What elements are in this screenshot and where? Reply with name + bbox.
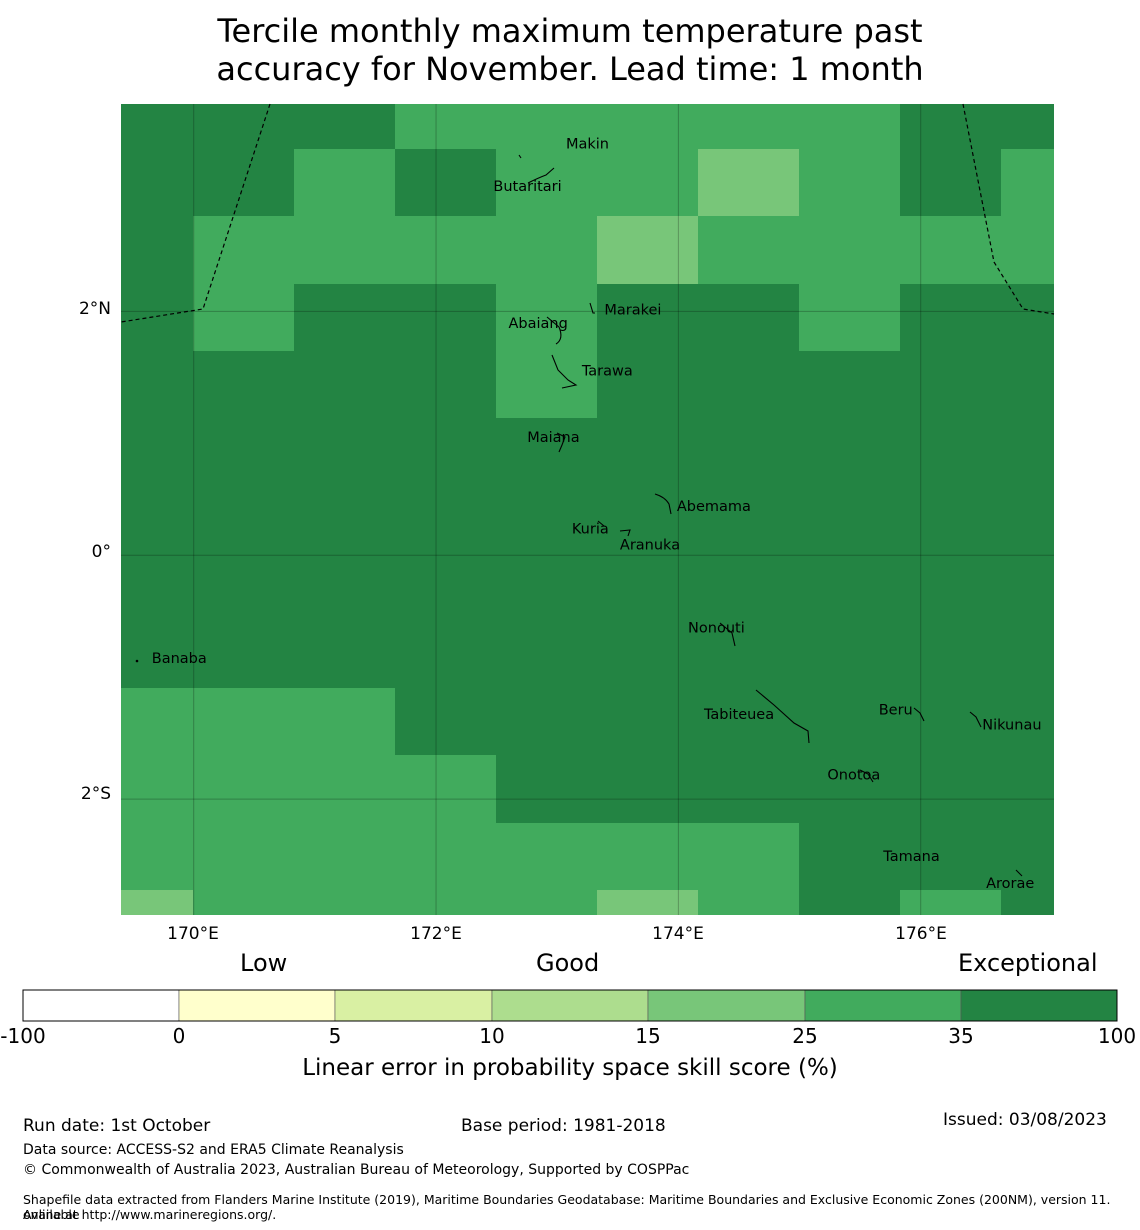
title-line-2: accuracy for November. Lead time: 1 mont… (216, 50, 924, 88)
island-label: Nonouti (688, 621, 745, 637)
lon-tick-176e: 176°E (895, 924, 947, 944)
colorbar (22, 989, 1118, 1022)
island-label: Tamana (882, 849, 939, 865)
island-label: Tabiteuea (703, 707, 774, 723)
colorbar-bin (647, 989, 806, 1022)
skill-cell (900, 890, 1001, 915)
colorbar-tick: 15 (635, 1024, 661, 1048)
lat-tick-2s: 2°S (80, 784, 111, 804)
island-outline (755, 689, 810, 744)
island-outline (859, 769, 874, 783)
eez-boundary-east (962, 103, 1055, 315)
island-outline (546, 316, 562, 345)
island-outline (654, 493, 672, 515)
colorbar-tick: 10 (479, 1024, 505, 1048)
lon-tick-174e: 174°E (652, 924, 704, 944)
lon-tick-172e: 172°E (410, 924, 462, 944)
data-source: Data source: ACCESS-S2 and ERA5 Climate … (23, 1142, 404, 1158)
skill-cell (294, 149, 395, 216)
colorbar-bin (22, 989, 180, 1022)
skill-cell (395, 755, 496, 915)
skill-cell (496, 284, 597, 418)
skill-cell (1001, 149, 1054, 216)
island-label: Aranuka (620, 538, 680, 554)
colorbar-frame (22, 989, 1118, 1022)
island-label: Arorae (986, 876, 1034, 892)
island-outline (913, 707, 925, 722)
colorbar-tick: 35 (948, 1024, 974, 1048)
island-outline (556, 432, 566, 453)
skill-cell (193, 284, 294, 351)
copyright: © Commonwealth of Australia 2023, Austra… (23, 1162, 690, 1178)
island-outline (719, 622, 736, 647)
title-line-1: Tercile monthly maximum temperature past (217, 12, 923, 50)
skill-cell (597, 216, 698, 284)
island-label: Abemama (677, 499, 751, 515)
island-label: Tarawa (581, 363, 633, 379)
skill-cell (121, 688, 395, 915)
skill-cell (698, 890, 799, 915)
skill-cell (799, 149, 900, 216)
colorbar-tick: 0 (172, 1024, 186, 1048)
island-label: Butaritari (493, 179, 561, 195)
skill-cell (799, 284, 900, 351)
map: Makin Butaritari Marakei Abaiang Tarawa Maian… (120, 103, 1055, 915)
island-outline (551, 354, 578, 389)
colorbar-bin (334, 989, 493, 1022)
island-outline (518, 154, 522, 159)
legend-word-good: Good (536, 949, 600, 977)
skill-cell (698, 149, 799, 216)
skill-cell (597, 823, 799, 890)
colorbar-tick: -100 (0, 1024, 46, 1048)
island-outline (597, 520, 605, 527)
skill-cell (698, 216, 1054, 284)
island-label: Banaba (152, 651, 207, 667)
lon-tick-170e: 170°E (167, 924, 219, 944)
colorbar-tick: 25 (792, 1024, 818, 1048)
skill-cell (597, 890, 698, 915)
island-outline (589, 302, 595, 314)
issued-date: Issued: 03/08/2023 (943, 1110, 1107, 1130)
colorbar-label: Linear error in probability space skill … (302, 1055, 838, 1081)
island-outline (135, 659, 139, 663)
island-outline (1015, 869, 1023, 877)
colorbar-bin (178, 989, 336, 1022)
lat-tick-0: 0° (91, 542, 111, 562)
colorbar-bin (804, 989, 962, 1022)
island-label: Beru (879, 702, 913, 718)
skill-cell (121, 890, 193, 915)
island-label: Onotoa (827, 768, 880, 784)
island-outline (969, 711, 982, 728)
legend-word-low: Low (240, 949, 288, 977)
lat-tick-2n: 2°N (78, 299, 111, 319)
island-label: Abaiang (508, 316, 567, 332)
island-outline (619, 529, 631, 537)
island-label: Kuria (572, 522, 609, 538)
legend-word-exceptional: Exceptional (958, 949, 1098, 977)
skill-cell (395, 104, 900, 149)
run-date: Run date: 1st October (23, 1116, 211, 1136)
island-label: Nikunau (982, 717, 1041, 733)
colorbar-bin (960, 989, 1118, 1022)
island-label: Makin (566, 136, 609, 152)
base-period: Base period: 1981-2018 (461, 1116, 666, 1136)
eez-boundary-west (120, 103, 271, 323)
colorbar-tick: 100 (1097, 1024, 1137, 1048)
island-label: Maiana (527, 430, 579, 446)
skill-cell (193, 216, 597, 284)
shapefile-credit-1: Shapefile data extracted from Flanders M… (23, 1192, 1111, 1222)
shapefile-credit-2: online at http://www.marineregions.org/. (23, 1207, 277, 1222)
island-label: Marakei (604, 302, 661, 318)
island-outline (527, 167, 555, 184)
colorbar-bin (491, 989, 649, 1022)
skill-cell (496, 823, 597, 915)
colorbar-tick: 5 (328, 1024, 342, 1048)
